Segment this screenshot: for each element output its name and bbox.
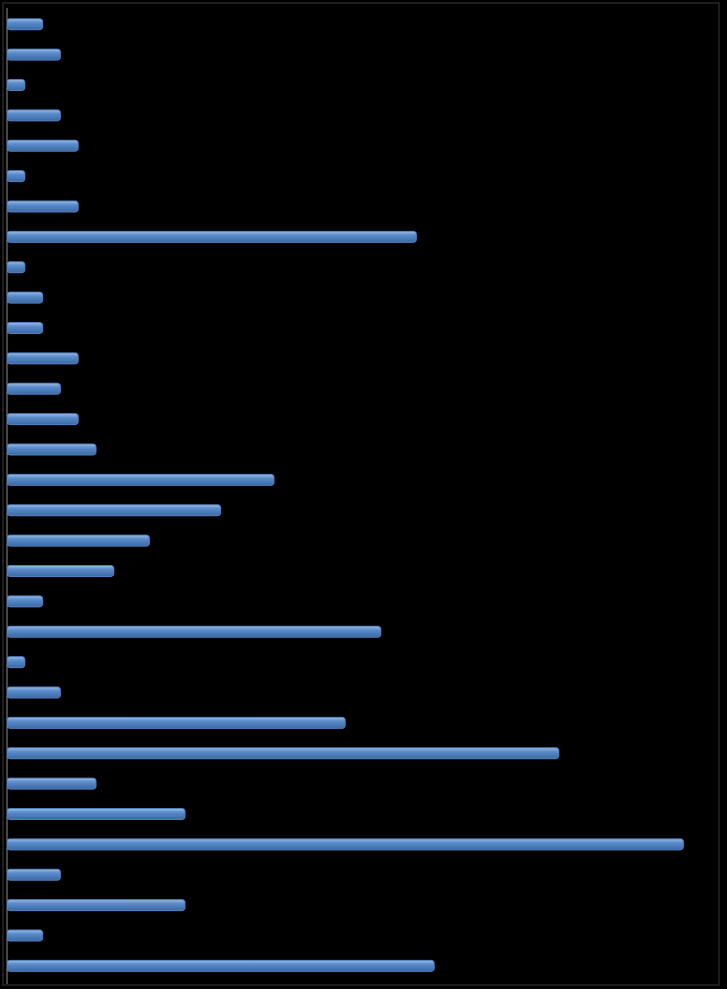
bar xyxy=(6,261,26,274)
bar xyxy=(6,18,44,31)
bar xyxy=(6,413,79,426)
bar xyxy=(6,686,61,699)
bar xyxy=(6,625,382,638)
bar xyxy=(6,352,79,365)
bar xyxy=(6,109,61,122)
bar xyxy=(6,230,417,243)
bar xyxy=(6,78,26,91)
bar xyxy=(6,716,346,729)
bar xyxy=(6,504,222,517)
bar xyxy=(6,291,44,304)
bar xyxy=(6,595,44,608)
bar xyxy=(6,564,115,577)
bar xyxy=(6,838,684,851)
bar xyxy=(6,656,26,669)
bar xyxy=(6,443,97,456)
bar xyxy=(6,473,275,486)
bar xyxy=(6,200,79,213)
bar xyxy=(6,321,44,334)
bar xyxy=(6,382,61,395)
bar xyxy=(6,534,150,547)
bar xyxy=(6,747,560,760)
bar xyxy=(6,959,435,972)
bar xyxy=(6,777,97,790)
bar xyxy=(6,807,186,820)
bar xyxy=(6,868,61,881)
bar xyxy=(6,929,44,942)
bar xyxy=(6,899,186,912)
bar xyxy=(6,139,79,152)
bar xyxy=(6,48,61,61)
bar xyxy=(6,170,26,183)
